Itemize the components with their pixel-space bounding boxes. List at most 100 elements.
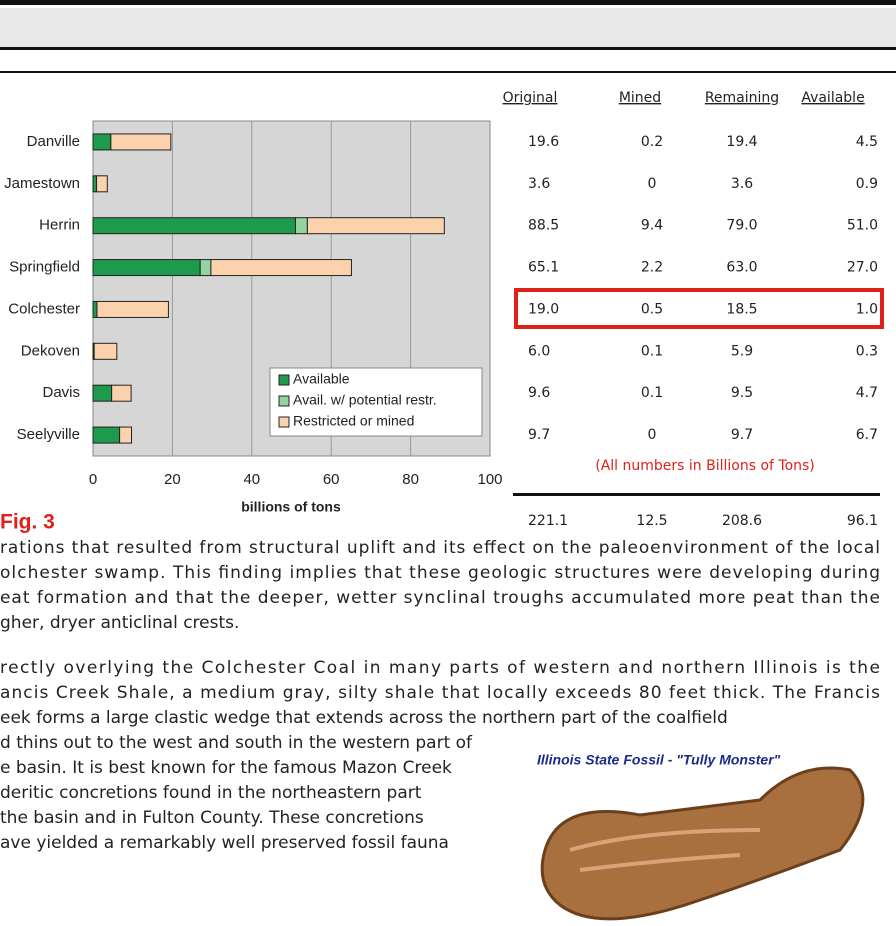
- table-cell: 0.2: [641, 134, 663, 150]
- bar-segment: [97, 301, 168, 317]
- table-cell: 6.0: [528, 343, 550, 359]
- paragraph-line: eat formation and that the deeper, wette…: [0, 588, 880, 608]
- table-cell: 0.9: [856, 176, 878, 192]
- bar-segment: [93, 427, 120, 443]
- category-label: Jamestown: [4, 175, 80, 192]
- paragraph-line: d thins out to the west and south in the…: [0, 733, 473, 753]
- bar-segment: [307, 218, 444, 234]
- column-header: Available: [801, 90, 864, 106]
- header-band: [0, 8, 896, 48]
- column-header: Remaining: [705, 90, 779, 106]
- x-tick-label: 40: [243, 471, 260, 488]
- table-cell: 4.7: [856, 385, 878, 401]
- fossil-caption: Illinois State Fossil - "Tully Monster": [537, 752, 781, 768]
- table-cell: 0: [648, 427, 657, 443]
- paragraph-line: gher, dryer anticlinal crests.: [0, 613, 239, 633]
- table-cell: 79.0: [726, 218, 757, 234]
- legend-label: Available: [293, 371, 350, 387]
- table-cell: 9.4: [641, 218, 663, 234]
- total-cell: 221.1: [528, 513, 568, 529]
- paragraph-line: olchester swamp. This finding implies th…: [0, 563, 880, 583]
- category-label: Dekoven: [21, 342, 80, 359]
- paragraph-line: the basin and in Fulton County. These co…: [0, 808, 424, 828]
- table-cell: 9.7: [731, 427, 753, 443]
- paragraph-line: e basin. It is best known for the famous…: [0, 758, 452, 778]
- fossil-image: [542, 768, 863, 919]
- bar-segment: [93, 176, 97, 192]
- paragraph-line: eek forms a large clastic wedge that ext…: [0, 708, 728, 728]
- table-cell: 0.5: [641, 301, 663, 317]
- table-cell: 0.1: [641, 385, 663, 401]
- legend-swatch: [279, 417, 289, 427]
- bar-segment: [93, 134, 111, 150]
- table-cell: 1.0: [856, 301, 878, 317]
- document: Fig. 3 billions of tons (All numbers in …: [0, 0, 896, 922]
- paragraph-line: ave yielded a remarkably well preserved …: [0, 833, 449, 853]
- legend-swatch: [279, 375, 289, 385]
- table-cell: 19.6: [528, 134, 559, 150]
- table-cell: 4.5: [856, 134, 878, 150]
- total-cell: 96.1: [847, 513, 878, 529]
- bar-segment: [112, 385, 131, 401]
- totals-rule: [513, 493, 880, 496]
- x-tick-label: 20: [164, 471, 181, 488]
- category-label: Colchester: [8, 300, 80, 317]
- column-header: Original: [503, 90, 558, 106]
- table-note: (All numbers in Billions of Tons): [595, 458, 815, 474]
- figure-label: Fig. 3: [0, 511, 55, 534]
- bar-segment: [111, 134, 171, 150]
- top-rule: [0, 0, 896, 5]
- table-cell: 5.9: [731, 343, 753, 359]
- header-rule: [0, 47, 896, 50]
- legend-swatch: [279, 396, 289, 406]
- legend-label: Restricted or mined: [293, 413, 414, 429]
- bar-segment: [94, 343, 117, 359]
- bar-segment: [211, 260, 352, 276]
- table-cell: 0: [648, 176, 657, 192]
- table-cell: 19.4: [726, 134, 757, 150]
- table-cell: 27.0: [847, 260, 878, 276]
- table-cell: 9.5: [731, 385, 753, 401]
- table-cell: 0.3: [856, 343, 878, 359]
- table-cell: 3.6: [731, 176, 753, 192]
- x-tick-label: 60: [323, 471, 340, 488]
- category-label: Davis: [42, 384, 80, 401]
- bar-segment: [200, 260, 211, 276]
- table-cell: 9.6: [528, 385, 550, 401]
- section-rule: [0, 71, 896, 73]
- x-tick-label: 80: [402, 471, 419, 488]
- column-header: Mined: [619, 90, 661, 106]
- bar-segment: [93, 385, 112, 401]
- legend-label: Avail. w/ potential restr.: [293, 392, 437, 408]
- page: {"chart_data":{"type":"bar","horizontal"…: [0, 0, 896, 922]
- category-label: Danville: [27, 133, 80, 150]
- table-cell: 63.0: [726, 260, 757, 276]
- table-cell: 3.6: [528, 176, 550, 192]
- table-cell: 51.0: [847, 218, 878, 234]
- total-cell: 12.5: [636, 513, 667, 529]
- bar-segment: [93, 301, 97, 317]
- x-axis-label: billions of tons: [241, 499, 341, 515]
- bar-segment: [93, 218, 295, 234]
- paragraph-line: rectly overlying the Colchester Coal in …: [0, 658, 880, 678]
- category-label: Springfield: [9, 259, 80, 276]
- table-cell: 2.2: [641, 260, 663, 276]
- total-cell: 208.6: [722, 513, 762, 529]
- highlight-box: [516, 290, 882, 327]
- paragraph-line: deritic concretions found in the northea…: [0, 783, 422, 803]
- table-cell: 6.7: [856, 427, 878, 443]
- bar-segment: [93, 260, 200, 276]
- bar-segment: [97, 176, 108, 192]
- category-label: Herrin: [39, 217, 80, 234]
- table-cell: 65.1: [528, 260, 559, 276]
- table-cell: 18.5: [726, 301, 757, 317]
- bar-segment: [120, 427, 132, 443]
- table-cell: 88.5: [528, 218, 559, 234]
- category-label: Seelyville: [17, 426, 80, 443]
- bar-segment: [295, 218, 307, 234]
- paragraph-line: ancis Creek Shale, a medium gray, silty …: [0, 683, 880, 703]
- table-cell: 0.1: [641, 343, 663, 359]
- x-tick-label: 100: [477, 471, 502, 488]
- paragraph-line: rations that resulted from structural up…: [0, 538, 880, 558]
- x-tick-label: 0: [89, 471, 97, 488]
